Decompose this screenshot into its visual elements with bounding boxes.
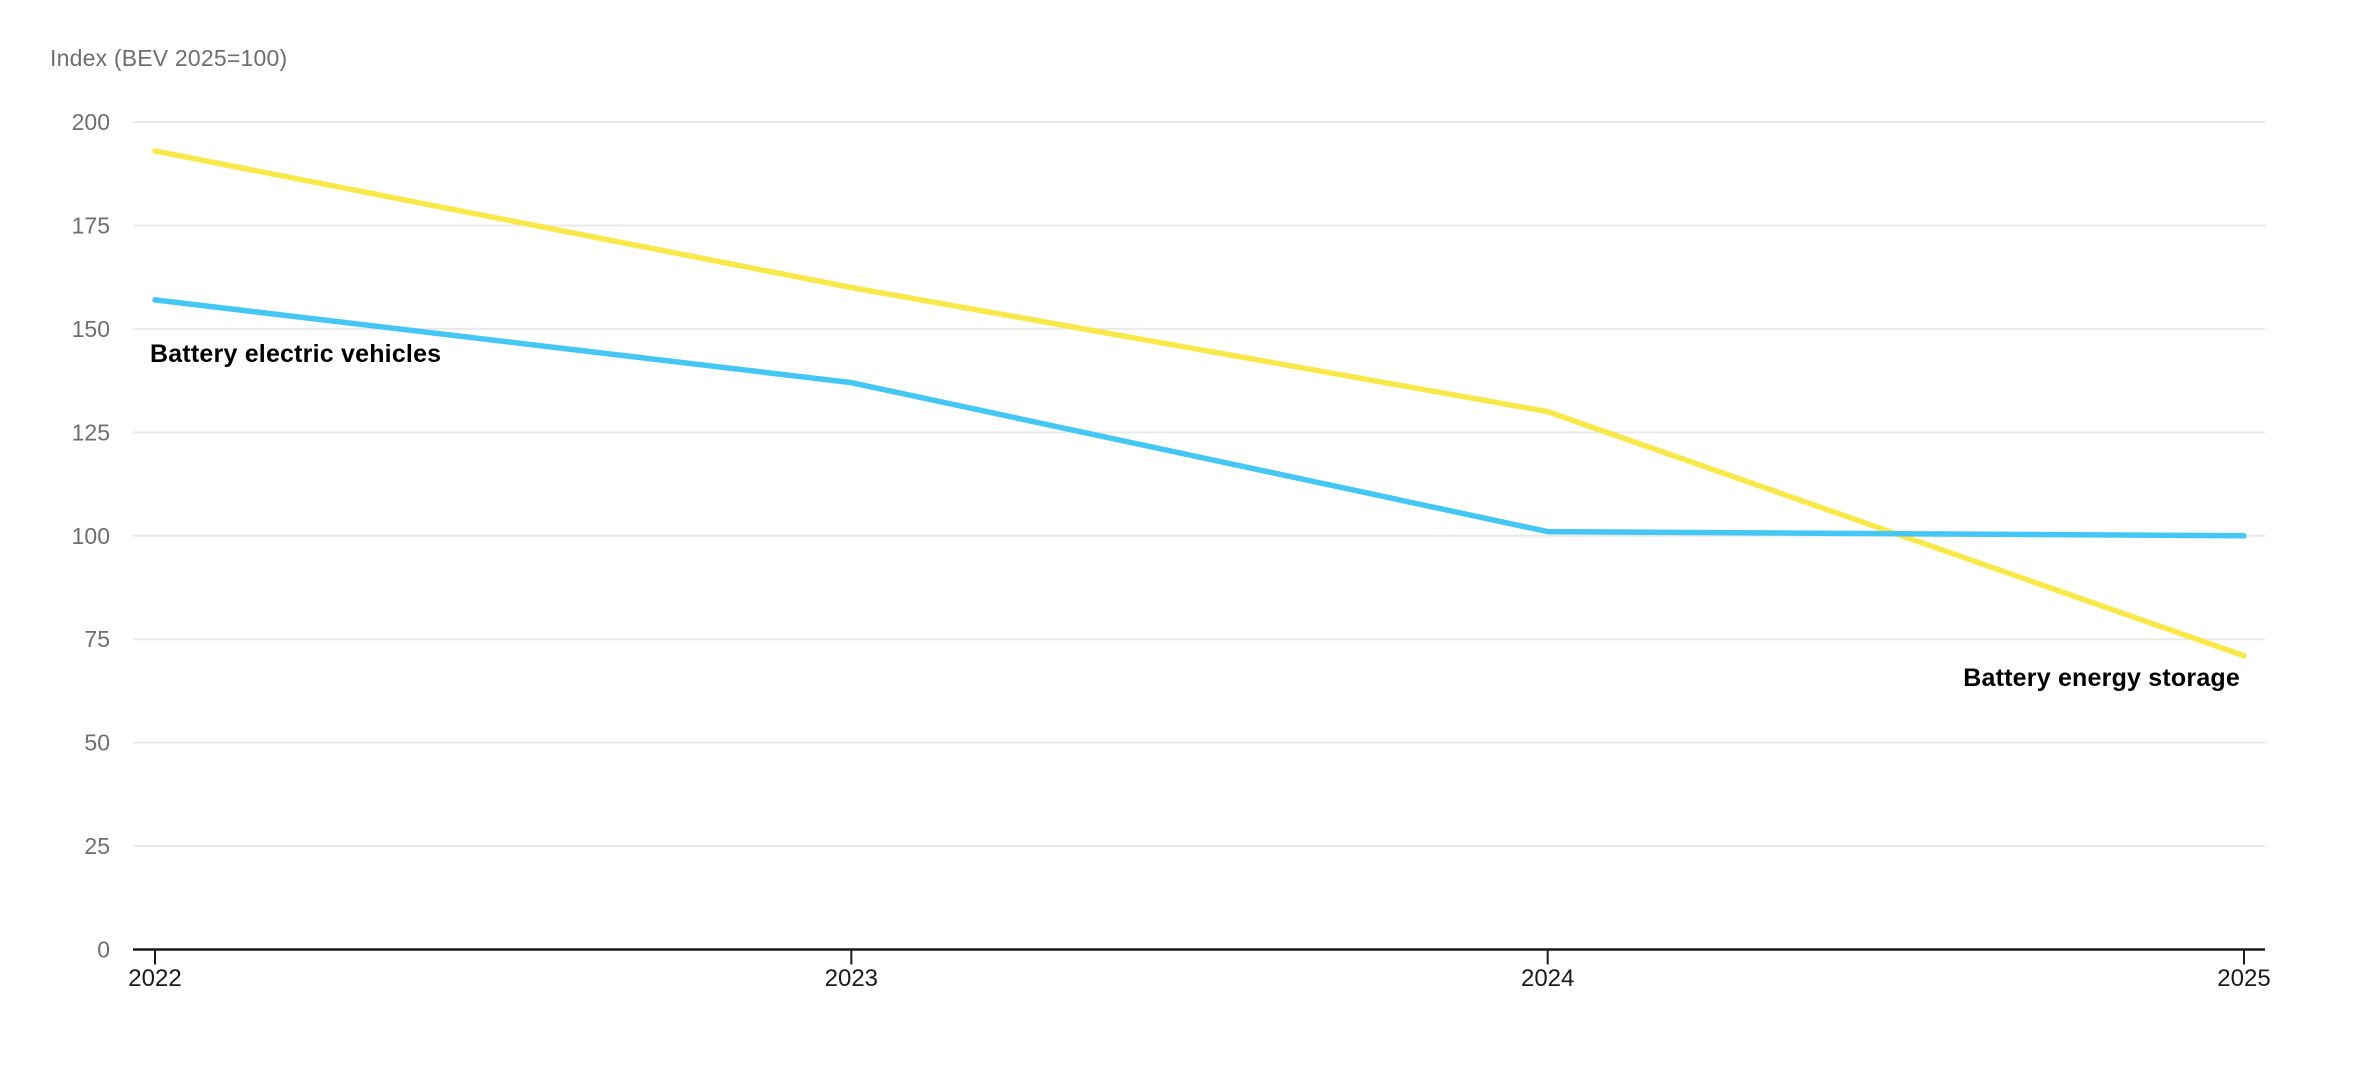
y-tick-label-75: 75 (84, 626, 110, 652)
y-tick-label-200: 200 (72, 109, 110, 135)
x-tick-label-2022: 2022 (128, 965, 181, 992)
x-tick-label-2025: 2025 (2217, 965, 2270, 992)
y-tick-label-175: 175 (72, 212, 110, 238)
y-tick-label-25: 25 (84, 833, 110, 859)
chart-title: Index (BEV 2025=100) (50, 45, 288, 71)
x-tick-label-2024: 2024 (1521, 965, 1574, 992)
y-tick-label-50: 50 (84, 730, 110, 756)
series-label-battery-energy-storage: Battery energy storage (1963, 664, 2240, 692)
y-tick-label-0: 0 (97, 937, 110, 963)
series-line-battery-energy-storage (152, 148, 2247, 659)
series-line-battery-electric-vehicles (152, 297, 2247, 539)
y-tick-label-150: 150 (72, 316, 110, 342)
y-tick-label-125: 125 (72, 419, 110, 445)
x-tick-label-2023: 2023 (825, 965, 878, 992)
y-tick-label-100: 100 (72, 523, 110, 549)
series-label-battery-electric-vehicles: Battery electric vehicles (150, 340, 442, 368)
